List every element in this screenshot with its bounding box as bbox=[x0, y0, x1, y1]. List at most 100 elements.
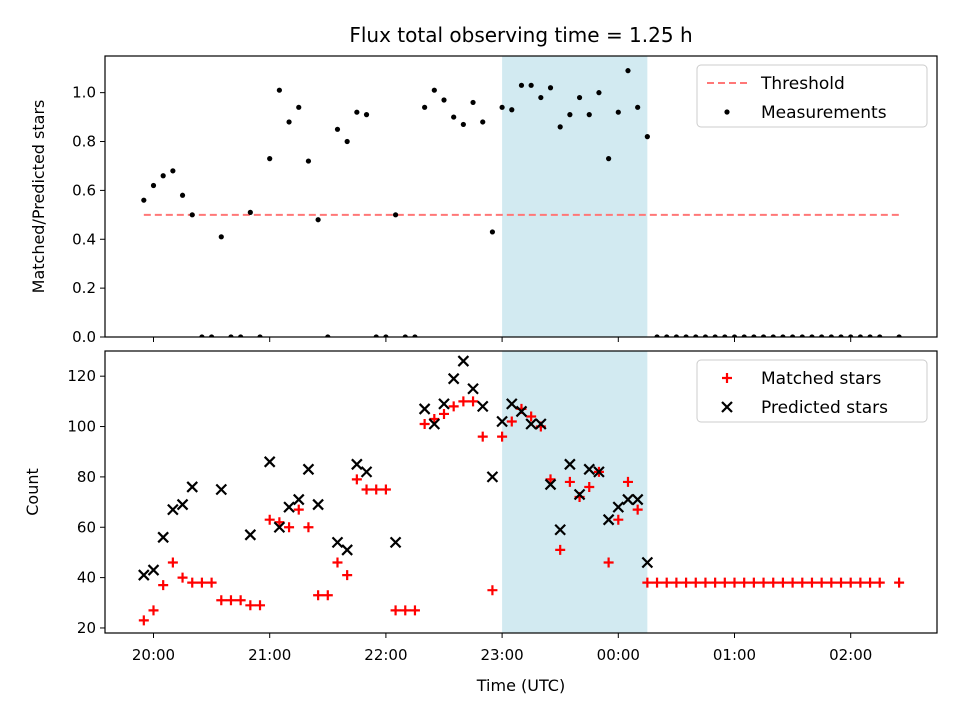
predicted-point bbox=[138, 569, 150, 581]
legend-dot-marker bbox=[724, 109, 730, 115]
matched-point bbox=[225, 595, 236, 606]
y-tick-label: 100 bbox=[67, 418, 96, 436]
matched-point bbox=[167, 557, 178, 568]
predicted-point bbox=[554, 523, 566, 536]
predicted-point bbox=[438, 398, 450, 410]
legend-plus-marker bbox=[722, 373, 732, 383]
predicted-point bbox=[622, 493, 634, 506]
measurement-point bbox=[412, 334, 418, 337]
measurement-point bbox=[499, 104, 505, 110]
x-tick-label: 22:00 bbox=[364, 646, 407, 664]
measurement-point bbox=[741, 334, 747, 337]
measurement-point bbox=[460, 121, 466, 128]
measurement-point bbox=[383, 334, 389, 337]
matched-point bbox=[351, 474, 362, 485]
measurement-point bbox=[441, 97, 447, 103]
predicted-point bbox=[341, 544, 353, 556]
matched-point bbox=[526, 411, 537, 422]
measurement-point bbox=[296, 104, 302, 110]
measurement-point bbox=[625, 68, 631, 74]
matched-point bbox=[439, 408, 449, 419]
measurement-point bbox=[828, 334, 834, 337]
measurement-point bbox=[150, 182, 157, 189]
predicted-point bbox=[631, 493, 644, 506]
measurement-point bbox=[809, 334, 815, 337]
measurement-point bbox=[673, 334, 679, 337]
measurement-point bbox=[451, 114, 457, 120]
measurement-point bbox=[896, 334, 902, 337]
measurement-point bbox=[354, 109, 360, 115]
x-tick-label: 00:00 bbox=[597, 646, 640, 664]
measurement-point bbox=[606, 156, 612, 162]
matched-point bbox=[826, 577, 837, 588]
matched-point bbox=[313, 590, 324, 601]
predicted-point bbox=[176, 498, 189, 511]
x-tick-label: 01:00 bbox=[713, 646, 756, 664]
measurement-point bbox=[238, 334, 244, 337]
legend: Matched stars Predicted stars bbox=[696, 359, 928, 423]
legend-x-marker bbox=[721, 401, 733, 413]
measurement-point bbox=[518, 82, 525, 88]
measurement-point bbox=[867, 334, 873, 337]
predicted-point bbox=[457, 355, 470, 367]
measurement-point bbox=[373, 334, 379, 337]
matched-point bbox=[836, 577, 847, 588]
matched-point bbox=[758, 577, 769, 588]
matched-point bbox=[235, 595, 246, 606]
legend-label: Matched stars bbox=[761, 369, 881, 389]
observing-window-span bbox=[502, 56, 648, 337]
y-tick-label: 0.6 bbox=[72, 181, 96, 199]
matched-point bbox=[555, 544, 566, 555]
measurement-point bbox=[257, 334, 263, 337]
measurement-point bbox=[547, 85, 554, 91]
matched-point bbox=[710, 577, 721, 588]
predicted-point bbox=[244, 529, 257, 541]
measurement-point bbox=[363, 112, 370, 118]
plot-area bbox=[141, 68, 902, 337]
predicted-point bbox=[515, 405, 528, 418]
predicted-point bbox=[506, 398, 518, 410]
matched-point bbox=[264, 514, 275, 525]
y-tick-label: 1.0 bbox=[72, 84, 96, 102]
measurement-point bbox=[160, 173, 166, 179]
y-tick-label: 0.0 bbox=[72, 328, 96, 346]
matched-point bbox=[797, 577, 808, 588]
predicted-point bbox=[428, 418, 441, 430]
matched-point bbox=[390, 605, 401, 616]
measurement-point bbox=[635, 104, 641, 110]
predicted-point bbox=[486, 471, 499, 483]
matched-point bbox=[768, 577, 779, 588]
predicted-point bbox=[389, 536, 402, 549]
matched-point bbox=[245, 600, 256, 611]
measurement-point bbox=[344, 138, 350, 145]
measurement-point bbox=[644, 134, 650, 140]
measurement-point bbox=[848, 334, 854, 337]
measurement-point bbox=[509, 107, 515, 113]
matched-point bbox=[894, 577, 905, 588]
matched-point bbox=[322, 590, 333, 601]
matched-point bbox=[332, 557, 343, 568]
x-tick-label: 23:00 bbox=[480, 646, 523, 664]
matched-point bbox=[380, 484, 391, 495]
measurement-point bbox=[218, 234, 224, 240]
legend-label: Measurements bbox=[761, 103, 887, 123]
measurement-point bbox=[702, 334, 709, 337]
matched-point bbox=[777, 577, 788, 588]
measurement-point bbox=[770, 334, 776, 337]
predicted-point bbox=[447, 372, 460, 385]
legend-label: Threshold bbox=[760, 74, 845, 94]
matched-point bbox=[739, 577, 750, 588]
matched-point bbox=[293, 504, 304, 515]
measurement-point bbox=[586, 112, 592, 118]
legend-box bbox=[696, 359, 928, 423]
measurement-point bbox=[489, 229, 496, 235]
measurement-point bbox=[838, 334, 844, 337]
measurement-point bbox=[170, 168, 176, 174]
measurement-point bbox=[141, 197, 147, 203]
measurement-point bbox=[480, 119, 486, 125]
measurement-point bbox=[538, 94, 544, 101]
y-tick-label: 0.8 bbox=[72, 133, 96, 151]
measurement-point bbox=[654, 334, 660, 337]
measurement-point bbox=[228, 334, 234, 337]
predicted-point bbox=[167, 503, 179, 516]
